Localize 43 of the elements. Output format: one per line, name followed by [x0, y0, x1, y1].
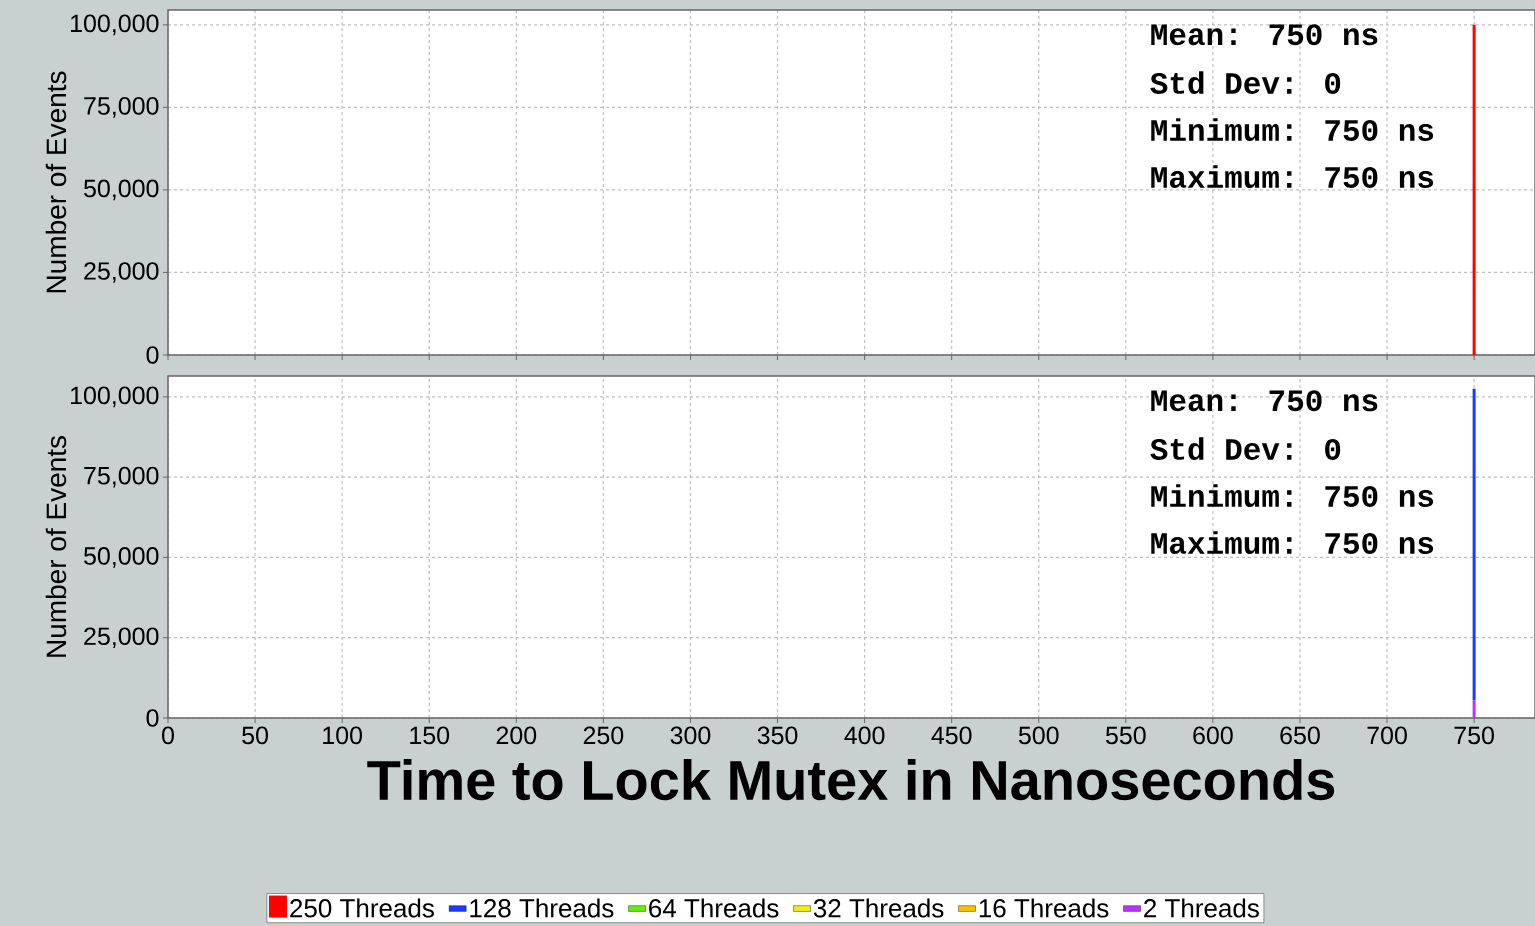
y-tick-label: 25,000 [84, 627, 159, 649]
y-tick-label: 50,000 [84, 179, 159, 201]
y-tick-label: 0 [146, 346, 159, 364]
legend-label: 64 Threads [649, 898, 779, 918]
x-tick-label: 350 [757, 726, 798, 745]
y-tick-label: 0 [146, 709, 159, 727]
x-tick-label: 150 [410, 726, 450, 745]
x-tick-label: 600 [1193, 726, 1233, 745]
x-tick-label: 700 [1367, 726, 1407, 745]
y-tick-label: 100,000 [71, 386, 159, 408]
x-tick-label: 200 [496, 726, 537, 745]
annotation: Maximum: 750 ns [1151, 165, 1434, 188]
annotation: Std Dev: 0 [1150, 437, 1341, 460]
x-tick-label: 300 [670, 726, 711, 745]
legend-label: 32 Threads [813, 898, 944, 918]
y-axis-title: Number of Events [45, 436, 67, 657]
y-tick-label: 25,000 [84, 262, 159, 283]
annotation: Maximum: 750 ns [1151, 531, 1434, 554]
x-tick-label: 250 [583, 726, 624, 745]
y-tick-label: 75,000 [84, 97, 159, 118]
y-tick-label: 100,000 [71, 14, 159, 36]
x-tick-label: 750 [1454, 726, 1494, 745]
annotation: Minimum: 750 ns [1151, 484, 1434, 507]
x-tick-label: 450 [931, 726, 972, 745]
x-axis-title: Time to Lock Mutex in Nanoseconds [367, 759, 1335, 801]
legend-label: 2 Threads [1144, 898, 1259, 918]
x-tick-label: 0 [162, 726, 174, 745]
text: 250 Threads [290, 898, 434, 918]
annotation: Mean: 750 ns [1151, 24, 1378, 46]
y-tick-label: 75,000 [84, 466, 159, 488]
x-tick-label: 400 [844, 726, 885, 745]
x-tick-label: 100 [323, 726, 363, 745]
x-tick-label: 50 [242, 726, 268, 745]
annotation: Mean: 750 ns [1151, 390, 1378, 412]
x-tick-label: 650 [1280, 726, 1320, 745]
annotation: Minimum: 750 ns [1151, 118, 1434, 141]
legend-label: 16 Threads [979, 898, 1109, 918]
x-tick-label: 550 [1105, 726, 1146, 745]
x-tick-label: 500 [1018, 726, 1059, 745]
y-axis-title: Number of Events [45, 71, 67, 293]
annotation: Std Dev: 0 [1150, 71, 1341, 94]
legend-label: 128 Threads [470, 898, 614, 918]
y-tick-label: 50,000 [84, 547, 159, 568]
